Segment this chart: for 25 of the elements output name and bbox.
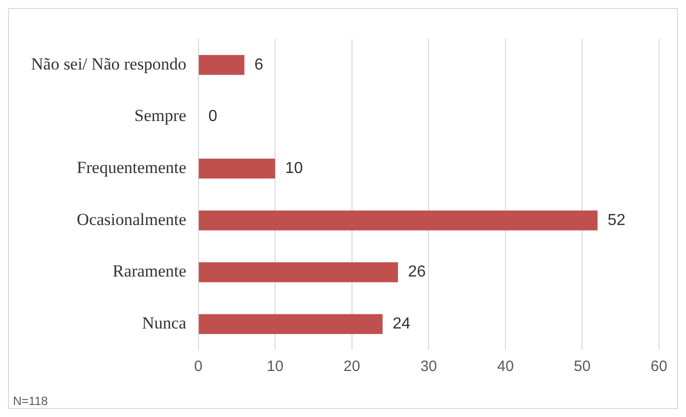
y-tick-label: Nunca	[142, 314, 187, 333]
x-tick-label: 40	[497, 358, 514, 376]
y-tick-label: Não sei/ Não respondo	[30, 54, 186, 74]
data-label: 0	[208, 108, 218, 126]
x-tick-label: 20	[344, 358, 360, 376]
data-label: 24	[392, 315, 410, 332]
text: N=118	[13, 394, 48, 408]
y-tick-label: Frequentemente	[76, 158, 186, 178]
bar	[198, 314, 383, 334]
x-tick-label: 50	[574, 358, 591, 376]
data-label: 26	[408, 264, 426, 281]
bar	[198, 210, 598, 230]
data-label: 6	[254, 56, 264, 74]
y-tick-label: Raramente	[112, 262, 186, 281]
x-tick-label: 30	[420, 358, 438, 376]
x-tick-label: 0	[194, 358, 202, 376]
y-tick-label: Ocasionalmente	[76, 210, 186, 229]
bar	[198, 262, 398, 282]
x-tick-label: 60	[650, 358, 668, 376]
bar	[198, 54, 244, 75]
y-tick-label: Sempre	[134, 106, 186, 126]
data-label: 52	[608, 212, 626, 229]
x-tick-label: 10	[266, 358, 284, 376]
data-label: 10	[285, 160, 303, 177]
bar	[198, 158, 276, 179]
